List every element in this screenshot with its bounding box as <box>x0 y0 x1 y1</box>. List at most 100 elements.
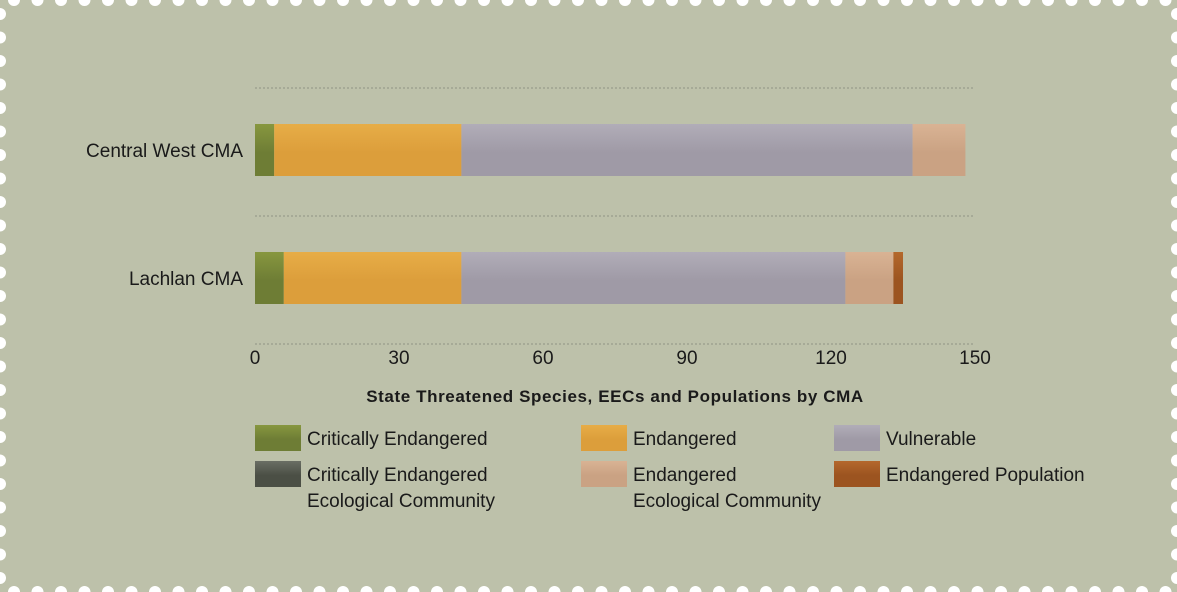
border-dot <box>102 586 114 592</box>
border-dot <box>1171 266 1177 279</box>
border-dot <box>149 586 161 592</box>
border-dot <box>525 0 537 6</box>
border-dot <box>760 586 772 592</box>
legend-swatch <box>834 425 880 451</box>
border-dot <box>1171 149 1177 161</box>
border-dot <box>313 0 326 6</box>
legend-item: Critically Endangered <box>255 425 488 451</box>
border-dot <box>572 586 584 592</box>
border-dot <box>78 586 91 592</box>
border-dot <box>572 0 584 6</box>
border-dot <box>1171 501 1177 514</box>
border-dot <box>642 0 655 6</box>
bar-segment <box>912 124 966 176</box>
border-dot <box>0 125 6 138</box>
legend-swatch <box>255 461 301 487</box>
border-dot <box>501 0 514 6</box>
border-dot <box>1171 78 1177 91</box>
border-dot <box>1042 0 1054 6</box>
border-dot <box>1112 586 1125 592</box>
border-dot <box>619 0 631 6</box>
border-dot <box>1065 0 1078 6</box>
border-dot <box>172 586 185 592</box>
border-dot <box>1171 313 1177 326</box>
border-dot <box>830 0 843 6</box>
border-dot <box>713 586 725 592</box>
border-dot <box>901 586 913 592</box>
border-dot <box>0 525 6 537</box>
legend-item: Endangered Population <box>834 461 1085 487</box>
border-dot <box>266 0 279 6</box>
border-dot <box>1171 8 1177 20</box>
border-dot <box>1171 219 1177 232</box>
border-dot <box>666 586 678 592</box>
border-dot <box>1171 172 1177 185</box>
legend-swatch <box>581 425 627 451</box>
border-dot <box>172 0 185 6</box>
border-dot <box>0 548 6 561</box>
legend-item: Vulnerable <box>834 425 976 451</box>
border-dot <box>0 313 6 326</box>
border-dot <box>1171 478 1177 490</box>
border-dot <box>219 586 232 592</box>
border-dot <box>1018 0 1031 6</box>
border-dot <box>0 454 6 467</box>
border-dot <box>454 0 467 6</box>
border-dot <box>0 196 6 208</box>
border-dot <box>8 0 20 6</box>
border-dot <box>995 0 1007 6</box>
border-dot <box>0 266 6 279</box>
border-dot <box>971 0 984 6</box>
border-dot <box>0 149 6 161</box>
border-dot <box>1136 0 1148 6</box>
border-dot <box>1171 102 1177 114</box>
border-dot <box>0 172 6 185</box>
border-dot <box>948 0 960 6</box>
border-dot <box>0 8 6 20</box>
legend-swatch <box>581 461 627 487</box>
x-axis-ticks: 0 30 60 90 120 150 <box>250 348 991 369</box>
legend-item: Endangered Ecological Community <box>581 461 821 512</box>
x-tick-label: 120 <box>815 348 847 369</box>
bar-segment <box>255 252 284 304</box>
border-dot <box>1171 454 1177 467</box>
border-dot <box>243 0 255 6</box>
border-dot <box>1018 586 1031 592</box>
border-dot <box>1171 384 1177 396</box>
border-dot <box>1171 525 1177 537</box>
x-tick-label: 60 <box>532 348 553 369</box>
border-dot <box>642 586 655 592</box>
border-dot <box>1112 0 1125 6</box>
border-dot <box>0 290 6 302</box>
border-dot <box>760 0 772 6</box>
border-dot <box>337 0 349 6</box>
border-dot <box>783 586 796 592</box>
chart-title: State Threatened Species, EECs and Popul… <box>366 387 864 406</box>
border-dot <box>1171 55 1177 67</box>
gridlines <box>255 87 975 345</box>
x-tick-label: 150 <box>959 348 991 369</box>
legend-label: Vulnerable <box>886 429 976 450</box>
border-dot <box>360 0 373 6</box>
border-dot <box>0 243 6 255</box>
border-dot <box>736 586 749 592</box>
border-dot <box>0 572 6 584</box>
legend-item: Endangered <box>581 425 737 451</box>
border-dot <box>548 586 561 592</box>
border-dot <box>619 586 631 592</box>
border-dot <box>1042 586 1054 592</box>
border-dot <box>713 0 725 6</box>
border-dot <box>595 586 608 592</box>
border-dot <box>55 0 67 6</box>
bar-segment <box>845 252 894 304</box>
border-dot <box>1065 586 1078 592</box>
border-dot <box>0 407 6 420</box>
bar-segment <box>274 124 462 176</box>
legend-label: Endangered Population <box>886 465 1085 486</box>
border-dot <box>196 586 208 592</box>
bar-segment <box>283 252 462 304</box>
border-dot <box>807 0 819 6</box>
border-dot <box>1089 586 1101 592</box>
